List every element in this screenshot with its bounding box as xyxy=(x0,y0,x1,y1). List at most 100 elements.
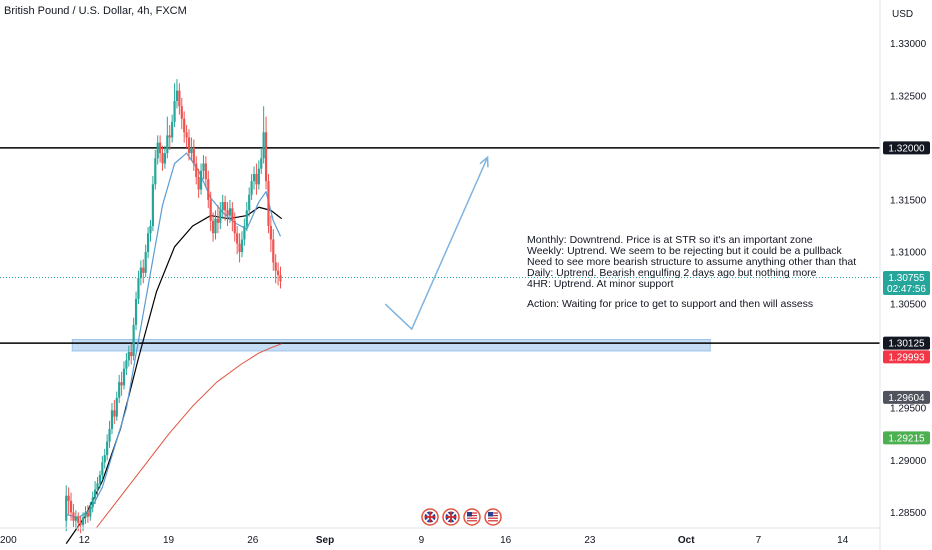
candle-body-31 xyxy=(139,267,142,279)
candle-body-34 xyxy=(146,233,150,253)
ma-mid-line xyxy=(65,206,283,544)
candle-body-40 xyxy=(161,153,164,164)
x-tick-label-5: 9 xyxy=(419,535,425,546)
candle-body-53 xyxy=(192,147,195,164)
price-badge-1 xyxy=(883,271,930,296)
candle-body-2 xyxy=(69,500,73,513)
y-tick-label-1: 1.32500 xyxy=(890,91,927,102)
x-tick-label-3: 26 xyxy=(247,535,259,546)
candle-body-38 xyxy=(156,142,159,159)
y-tick-label-2: 1.31500 xyxy=(890,195,927,206)
candle-body-7 xyxy=(81,517,85,525)
price-badge-3 xyxy=(883,350,930,364)
candle-body-23 xyxy=(120,382,123,386)
candle-body-58 xyxy=(204,163,207,180)
candle-body-65 xyxy=(221,202,224,211)
candle-body-3 xyxy=(72,512,75,521)
x-tick-label-9: 7 xyxy=(756,535,762,546)
candle-body-17 xyxy=(106,441,109,456)
candle-body-47 xyxy=(178,90,181,107)
candle-body-41 xyxy=(163,153,167,164)
candle-body-52 xyxy=(190,147,193,154)
candle-body-18 xyxy=(108,429,111,442)
candle-body-63 xyxy=(216,218,220,223)
candle-body-71 xyxy=(236,233,239,244)
ma-slow-line xyxy=(95,343,282,529)
candle-body-48 xyxy=(180,106,183,119)
y-tick-label-6: 1.29000 xyxy=(890,456,927,467)
candle-body-35 xyxy=(149,225,152,234)
candle-body-12 xyxy=(94,489,97,498)
candle-body-26 xyxy=(127,352,130,361)
candles-layer xyxy=(65,79,282,534)
analysis-note[interactable]: Monthly: Downtrend. Price is at STR so i… xyxy=(527,235,856,310)
price-badge-label-3: 1.29993 xyxy=(888,352,925,363)
x-tick-label-2: 19 xyxy=(163,535,175,546)
candle-body-5 xyxy=(77,516,80,523)
candle-body-28 xyxy=(132,324,135,357)
price-axis[interactable]: 1.33000 1.32500 1.31500 1.31000 1.30500 1.295… xyxy=(890,39,927,519)
price-badge-5 xyxy=(883,431,930,445)
candle-body-76 xyxy=(248,194,251,211)
candle-body-85 xyxy=(269,225,272,240)
candle-body-79 xyxy=(255,173,258,185)
candle-body-37 xyxy=(154,158,157,185)
price-badge-2 xyxy=(883,336,930,350)
candle-body-61 xyxy=(211,220,215,234)
support-zone-rect xyxy=(71,339,711,352)
y-tick-label-4: 1.30500 xyxy=(890,300,927,311)
candle-body-55 xyxy=(197,177,200,190)
x-tick-label-10: 14 xyxy=(837,535,849,546)
candle-body-14 xyxy=(98,474,102,484)
candle-body-70 xyxy=(233,220,236,234)
candle-body-84 xyxy=(267,181,270,226)
y-tick-label-3: 1.31000 xyxy=(890,248,927,259)
candle-body-73 xyxy=(240,239,244,253)
candle-body-51 xyxy=(187,137,191,154)
currency-label[interactable]: USD xyxy=(892,9,914,20)
candle-body-10 xyxy=(89,507,92,517)
candle-body-20 xyxy=(113,410,116,417)
candle-body-60 xyxy=(209,199,212,221)
candle-body-77 xyxy=(250,181,253,195)
y-tick-label-5: 1.29500 xyxy=(890,404,927,415)
candle-body-57 xyxy=(202,163,205,171)
economic-events-layer xyxy=(421,508,502,526)
analysis-note-line: 4HR: Uptrend. At minor support xyxy=(527,278,674,290)
candle-body-49 xyxy=(183,118,186,133)
x-tick-label-7: 23 xyxy=(584,535,596,546)
price-badge-label-2: 1.30125 xyxy=(888,339,925,350)
candle-body-6 xyxy=(79,522,82,525)
projection-arrowhead xyxy=(479,155,489,168)
candle-body-89 xyxy=(279,274,282,282)
candle-body-24 xyxy=(122,368,126,386)
flag-us-icon xyxy=(484,508,502,526)
candle-body-11 xyxy=(91,497,94,508)
time-axis[interactable]: 200 12 19 26 Sep 9 16 23 Oct 7 14 xyxy=(0,535,849,546)
analysis-note-line: Weekly: Uptrend. We seem to be rejecting… xyxy=(527,245,842,257)
candle-body-13 xyxy=(96,483,99,490)
support-zone-layer xyxy=(71,339,711,352)
candle-body-75 xyxy=(245,210,248,226)
candle-body-9 xyxy=(86,512,89,517)
chart-title: British Pound / U.S. Dollar, 4h, FXCM xyxy=(4,5,187,17)
price-badge-label-5: 1.29215 xyxy=(888,433,925,444)
candle-body-56 xyxy=(199,170,203,190)
analysis-note-line: Action: Waiting for price to get to supp… xyxy=(527,298,814,310)
candle-body-81 xyxy=(260,158,263,169)
candle-body-19 xyxy=(110,410,114,430)
analysis-note-line: Need to see more bearish structure to as… xyxy=(527,256,857,268)
flag-us-icon xyxy=(463,508,481,526)
analysis-note-line: Daily: Uptrend. Bearish engulfing 2 days… xyxy=(527,267,817,279)
x-tick-label-4: Sep xyxy=(316,535,334,546)
candle-body-0 xyxy=(65,495,68,521)
candle-body-45 xyxy=(173,101,176,122)
candle-body-1 xyxy=(67,495,70,501)
candle-body-86 xyxy=(272,239,275,263)
y-tick-label-7: 1.28500 xyxy=(890,508,927,519)
x-tick-label-6: 16 xyxy=(500,535,512,546)
candle-body-67 xyxy=(226,210,229,216)
flag-uk-icon xyxy=(421,508,439,526)
